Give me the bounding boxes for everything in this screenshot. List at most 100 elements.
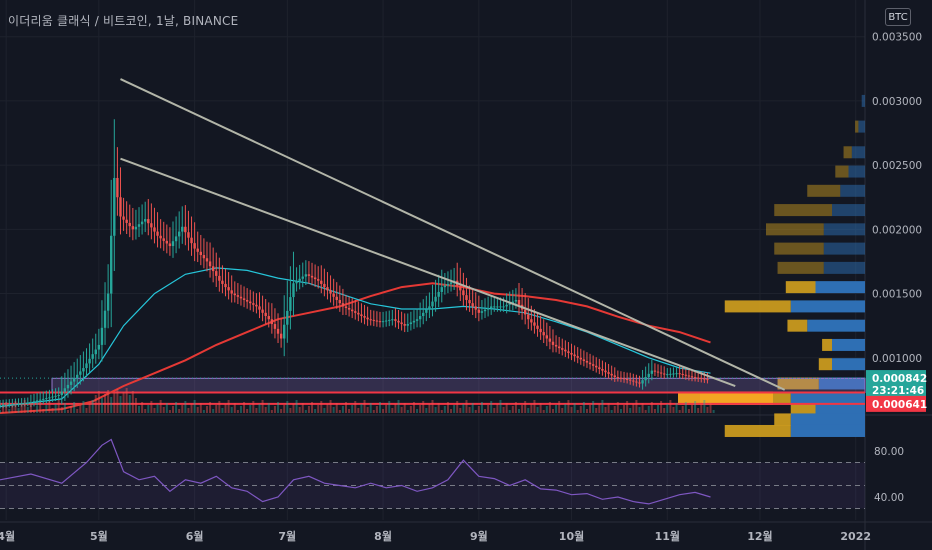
candle-body <box>570 352 573 355</box>
volume-bar <box>329 400 332 413</box>
currency-button[interactable]: BTC <box>885 8 911 26</box>
volume-bar <box>122 392 125 413</box>
volume-bar <box>165 403 168 413</box>
volume-bar <box>45 405 48 413</box>
candle-body <box>249 301 252 304</box>
volume-bar <box>209 402 212 413</box>
candle-body <box>221 280 224 284</box>
volume-bar <box>184 401 187 413</box>
volume-profile-sell <box>724 300 791 313</box>
volume-bar <box>623 405 626 413</box>
candle-body <box>202 255 206 259</box>
candle-body <box>354 311 357 313</box>
candle-body <box>239 296 243 299</box>
volume-bar <box>514 402 517 413</box>
chart-title: 이더리움 클래식 / 비트코인, 1날, BINANCE <box>8 14 239 28</box>
volume-bar <box>239 406 242 413</box>
candle-body <box>329 290 332 294</box>
volume-bar <box>459 408 462 413</box>
volume-bar <box>647 406 650 413</box>
candle-body <box>171 241 175 247</box>
candle-body <box>76 374 79 379</box>
candle-body <box>378 321 382 323</box>
volume-bar <box>79 405 82 413</box>
volume-bar <box>422 401 425 413</box>
volume-bar <box>270 410 273 413</box>
candle-body <box>177 231 181 237</box>
volume-bar <box>666 404 669 413</box>
volume-profile-buy <box>823 242 865 255</box>
candle-body <box>110 235 113 294</box>
candle-body <box>678 373 681 375</box>
time-axis-tick: 11월 <box>655 529 680 543</box>
candle-body <box>11 404 14 406</box>
candle-body <box>412 320 416 323</box>
candle-body <box>409 322 413 325</box>
candle-body <box>350 309 354 312</box>
candle-body <box>675 373 678 375</box>
volume-bar <box>394 404 397 413</box>
candle-body <box>79 371 82 375</box>
volume-bar <box>462 404 465 413</box>
volume-bar <box>20 404 23 413</box>
candle-body <box>493 306 496 308</box>
candle-body <box>666 374 669 376</box>
volume-bar <box>518 409 520 413</box>
candle-body <box>536 325 539 329</box>
candle-body <box>255 304 258 307</box>
volume-bar <box>338 410 341 413</box>
volume-bar <box>267 403 270 413</box>
price-axis-tick: 0.001000 <box>872 353 922 365</box>
volume-bar <box>295 400 298 413</box>
volume-bar <box>412 402 415 413</box>
volume-profile-sell <box>835 165 849 178</box>
volume-bar <box>471 403 474 413</box>
volume-bar <box>11 405 14 413</box>
candle-body <box>215 271 218 276</box>
volume-bar <box>246 409 249 413</box>
time-axis-tick: 10월 <box>559 529 584 543</box>
candle-body <box>72 378 76 382</box>
candle-body <box>224 283 227 288</box>
volume-bar <box>382 409 385 413</box>
volume-bar <box>530 404 533 413</box>
volume-bar <box>26 407 29 413</box>
candle-body <box>425 309 428 313</box>
volume-bar <box>29 403 32 413</box>
candle-body <box>227 287 230 291</box>
candle-body <box>632 380 635 382</box>
volume-bar <box>36 406 39 413</box>
volume-profile-buy <box>832 358 865 371</box>
volume-bar <box>363 400 366 413</box>
volume-bar <box>567 400 570 413</box>
volume-profile-buy <box>790 392 865 405</box>
volume-profile-buy <box>832 204 865 217</box>
candle-body <box>360 314 363 317</box>
candle-body <box>422 312 425 317</box>
volume-bar <box>585 409 588 413</box>
volume-bar <box>320 401 323 413</box>
volume-bar <box>141 402 144 413</box>
candle-body <box>85 363 88 369</box>
candle-body <box>347 308 351 310</box>
price-axis-tick: 0.001500 <box>872 289 922 301</box>
volume-bar <box>653 409 656 413</box>
candle-body <box>245 299 249 302</box>
candle-body <box>261 309 264 313</box>
candle-body <box>437 291 440 297</box>
candle-body <box>51 396 54 398</box>
candle-body <box>462 290 465 296</box>
volume-profile-sell <box>774 242 824 255</box>
volume-bar <box>138 406 141 413</box>
candle-body <box>505 304 508 307</box>
volume-bar <box>187 408 190 413</box>
candle-body <box>341 303 345 307</box>
volume-bar <box>505 403 508 413</box>
candle-body <box>218 275 221 281</box>
volume-bar <box>484 409 487 413</box>
candle-body <box>613 375 616 378</box>
volume-profile-sell <box>785 281 816 294</box>
candle-body <box>32 401 36 403</box>
volume-bar <box>301 403 304 413</box>
candle-body <box>20 403 23 405</box>
